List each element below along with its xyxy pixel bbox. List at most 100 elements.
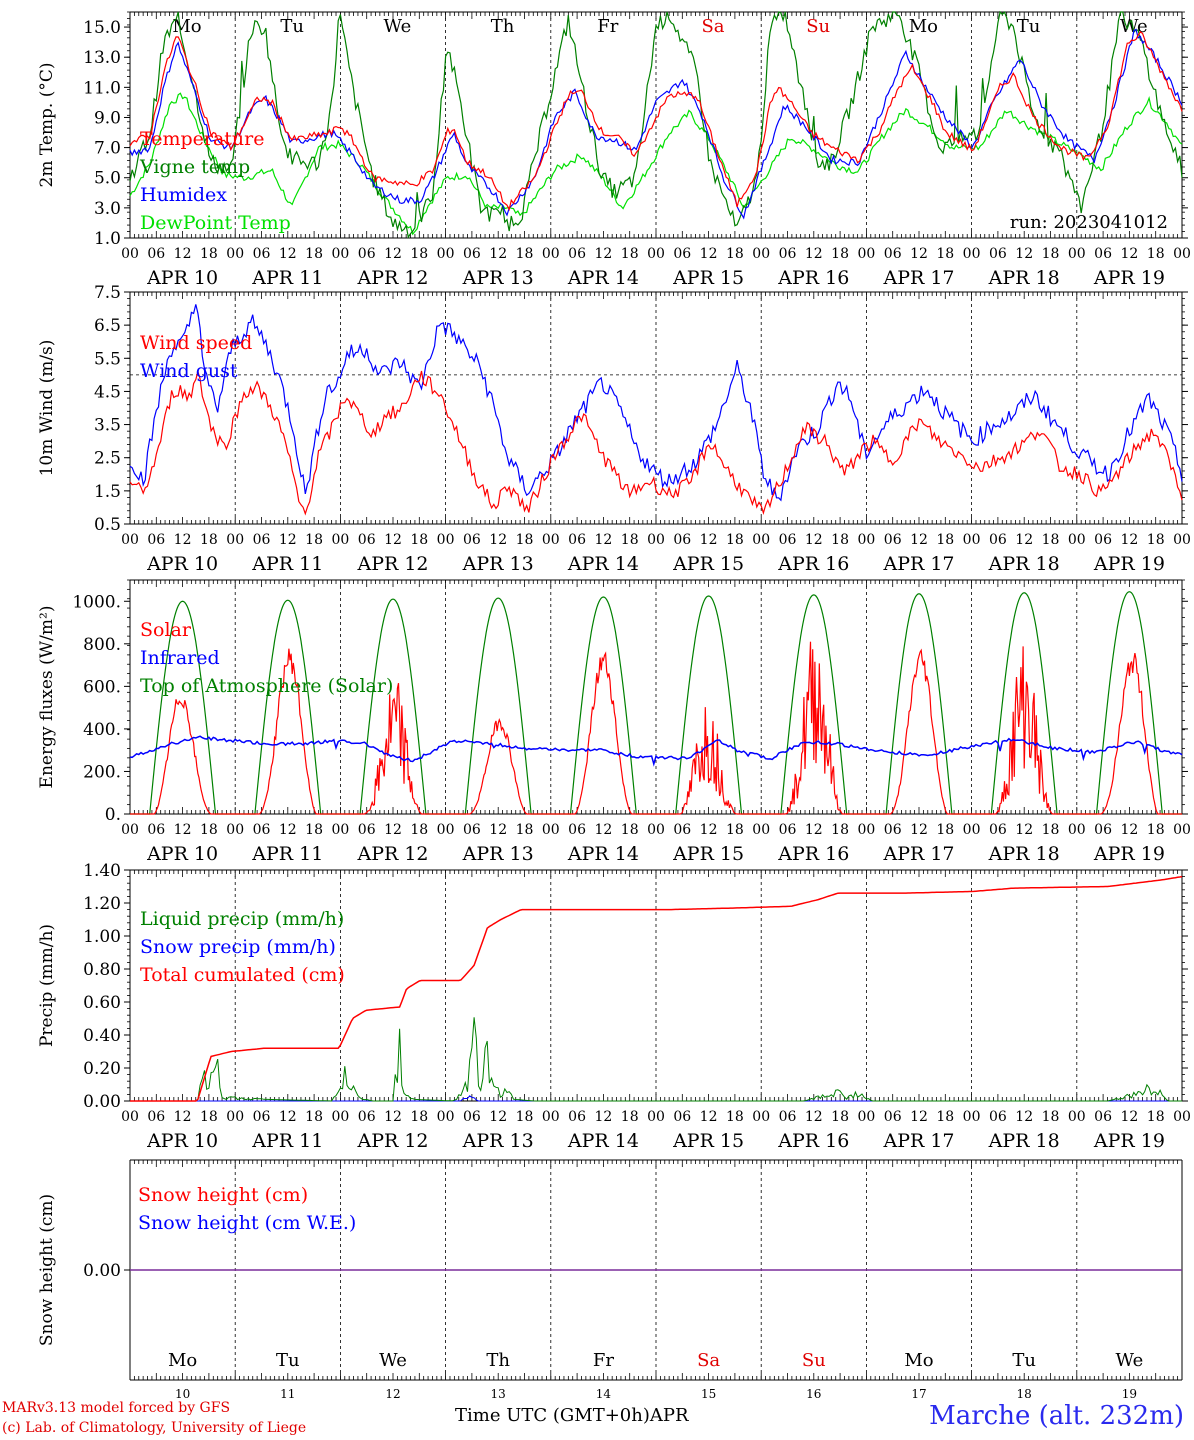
day-label-top: Tu (1017, 16, 1041, 37)
hour-label: 12 (910, 822, 928, 838)
date-label: APR 12 (356, 1130, 428, 1152)
panel-0-ylabel: 2m Temp. (°C) (37, 62, 57, 187)
hour-label: 12 (910, 532, 928, 548)
panel-2-time-labels: 00 06 12 18 APR 10 00 06 12 18 APR 11 00 06 12 18 APR … (121, 822, 1191, 865)
day-label-bottom: We (379, 1350, 407, 1371)
date-number: 14 (596, 1387, 612, 1401)
panel-0-time-labels: 00 06 12 18 APR 10 00 06 12 18 APR 11 00 06 12 18 APR … (121, 246, 1191, 289)
day-label-bottom: Mo (904, 1350, 933, 1371)
date-label: APR 10 (146, 1130, 218, 1152)
hour-label: 12 (489, 1109, 507, 1125)
hour-label: 12 (279, 822, 297, 838)
y-tick-label: 400. (83, 720, 121, 740)
hour-label: 06 (147, 1109, 165, 1125)
date-label: APR 18 (988, 553, 1060, 575)
hour-label: 06 (673, 532, 691, 548)
hour-label: 18 (936, 822, 954, 838)
hour-label: 12 (1120, 1109, 1138, 1125)
date-label: APR 16 (777, 267, 849, 289)
hour-label: 00 (121, 532, 139, 548)
date-label: APR 13 (462, 1130, 534, 1152)
date-label: APR 14 (567, 553, 639, 575)
date-label: APR 11 (251, 1130, 323, 1152)
day-label-bottom: We (1116, 1350, 1144, 1371)
y-tick-label: 11.0 (83, 78, 121, 98)
hour-label: 00 (752, 532, 770, 548)
day-label-top: Su (806, 16, 830, 37)
hour-label: 00 (1173, 1109, 1191, 1125)
y-tick-label: 1.0 (94, 229, 121, 249)
hour-label: 12 (805, 246, 823, 262)
hour-label: 12 (700, 246, 718, 262)
hour-label: 18 (936, 532, 954, 548)
panel-1-legend-1: Wind gust (140, 360, 238, 382)
hour-label: 00 (542, 532, 560, 548)
hour-label: 12 (805, 822, 823, 838)
hour-label: 06 (673, 822, 691, 838)
date-label: APR 11 (251, 267, 323, 289)
hour-label: 00 (1173, 246, 1191, 262)
hour-label: 18 (200, 1109, 218, 1125)
hour-label: 06 (989, 1109, 1007, 1125)
y-tick-label: 3.0 (94, 199, 121, 219)
lab-credit: (c) Lab. of Climatology, University of L… (2, 1420, 307, 1436)
y-tick-label: 2.5 (94, 449, 121, 469)
hour-label: 18 (1147, 246, 1165, 262)
hour-label: 06 (463, 1109, 481, 1125)
date-label: APR 16 (777, 843, 849, 865)
hour-label: 18 (621, 246, 639, 262)
hour-label: 18 (831, 822, 849, 838)
day-label-top: Tu (280, 16, 304, 37)
date-label: APR 11 (251, 553, 323, 575)
day-label-bottom: Tu (1012, 1350, 1036, 1371)
hour-label: 18 (621, 822, 639, 838)
panel-3-legend-2: Total cumulated (cm) (140, 964, 345, 986)
model-credit: MARv3.13 model forced by GFS (2, 1400, 231, 1416)
hour-label: 06 (147, 246, 165, 262)
hour-label: 00 (857, 532, 875, 548)
hour-label: 18 (410, 246, 428, 262)
hour-label: 00 (647, 1109, 665, 1125)
y-tick-label: 0.20 (83, 1059, 121, 1079)
panel-3-series-0 (130, 1017, 1182, 1102)
y-tick-label: 4.5 (94, 382, 121, 402)
date-label: APR 15 (672, 553, 744, 575)
panel-2-yticks: 0. 200. 400. 600. 800. 1000. (72, 579, 1188, 825)
date-label: APR 15 (672, 267, 744, 289)
hour-label: 18 (200, 246, 218, 262)
y-tick-label: 600. (83, 677, 121, 697)
hour-label: 18 (621, 1109, 639, 1125)
hour-label: 00 (647, 532, 665, 548)
hour-label: 00 (963, 822, 981, 838)
date-label: APR 10 (146, 553, 218, 575)
date-label: APR 17 (882, 843, 954, 865)
hour-label: 06 (779, 532, 797, 548)
hour-label: 00 (226, 246, 244, 262)
hour-label: 00 (752, 822, 770, 838)
day-label-bottom: Sa (697, 1350, 720, 1371)
hour-label: 00 (963, 246, 981, 262)
date-label: APR 18 (988, 843, 1060, 865)
y-tick-label: 3.5 (94, 416, 121, 436)
panel-0-legend-0: Temperature (140, 128, 264, 150)
panel-1-legend-0: Wind speed (140, 332, 252, 354)
date-label: APR 13 (462, 843, 534, 865)
hour-label: 12 (700, 822, 718, 838)
panel-0-series-1 (129, 10, 1183, 239)
hour-label: 00 (437, 246, 455, 262)
date-label: APR 13 (462, 553, 534, 575)
date-label: APR 12 (356, 267, 428, 289)
hour-label: 12 (1015, 532, 1033, 548)
hour-label: 12 (1015, 1109, 1033, 1125)
hour-label: 12 (174, 532, 192, 548)
hour-label: 18 (1147, 822, 1165, 838)
hour-label: 12 (1120, 822, 1138, 838)
hour-label: 18 (1042, 1109, 1060, 1125)
hour-label: 18 (516, 1109, 534, 1125)
panel-2-series-0 (130, 641, 1182, 815)
panel-2-ylabel: Energy fluxes (W/m²) (37, 606, 57, 789)
hour-label: 12 (594, 822, 612, 838)
date-label: APR 17 (882, 553, 954, 575)
hour-label: 06 (779, 822, 797, 838)
